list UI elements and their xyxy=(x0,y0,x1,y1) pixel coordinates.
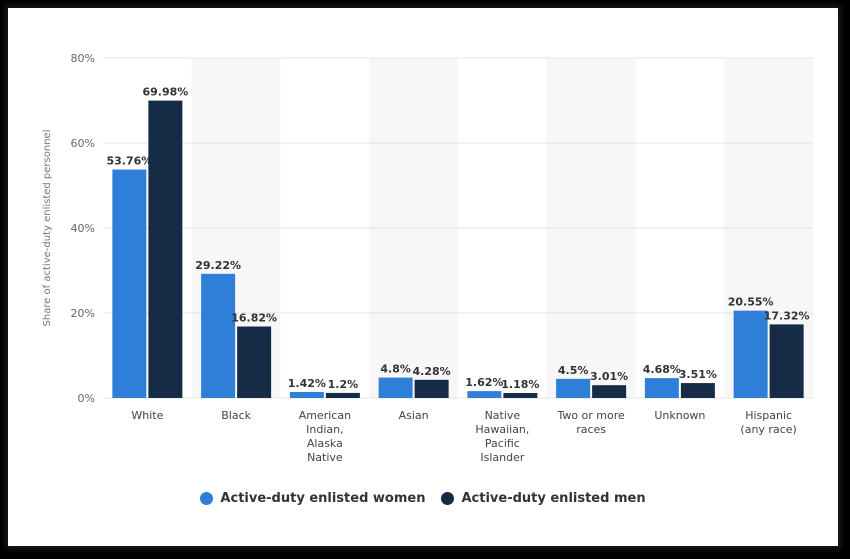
bar xyxy=(592,385,627,398)
data-label: 53.76% xyxy=(106,155,152,168)
legend-swatch-men xyxy=(441,492,455,505)
bar xyxy=(769,324,804,398)
bar xyxy=(148,100,183,399)
chart-frame: 0% 20% 40% 60% 80% Share of active-duty enlis… xyxy=(8,8,838,546)
y-tick-label: 80% xyxy=(71,52,95,65)
y-tick-label: 60% xyxy=(71,137,95,150)
bar xyxy=(325,392,360,398)
legend-item-women[interactable]: Active-duty enlisted women xyxy=(200,491,425,506)
x-tick-label: American Indian, Alaska Native xyxy=(299,409,351,464)
bar xyxy=(680,383,715,398)
bar xyxy=(556,378,591,398)
data-label: 4.28% xyxy=(413,365,451,378)
data-label: 20.55% xyxy=(728,296,774,309)
bar xyxy=(378,377,413,398)
data-label: 4.68% xyxy=(643,363,681,376)
bar xyxy=(503,392,538,398)
y-axis-title: Share of active-duty enlisted personnel xyxy=(42,130,53,327)
legend-item-men[interactable]: Active-duty enlisted men xyxy=(441,491,646,506)
bar xyxy=(237,326,272,398)
data-label: 17.32% xyxy=(764,309,810,322)
data-label: 1.2% xyxy=(328,378,359,391)
bar xyxy=(112,169,147,398)
x-tick-label: Two or more races xyxy=(556,409,625,436)
data-label: 3.01% xyxy=(590,370,628,383)
y-tick-label: 20% xyxy=(71,307,95,320)
bar xyxy=(733,310,768,398)
legend: Active-duty enlisted women Active-duty e… xyxy=(8,491,838,506)
data-label: 1.18% xyxy=(501,378,539,391)
x-tick-label: Black xyxy=(221,409,251,422)
x-tick-label: Native Hawaiian, Pacific Islander xyxy=(475,409,529,464)
y-tick-label: 0% xyxy=(78,392,95,405)
legend-label-men: Active-duty enlisted men xyxy=(461,491,646,506)
bar xyxy=(467,391,502,398)
bar-chart: 0% 20% 40% 60% 80% Share of active-duty enlis… xyxy=(42,52,813,464)
bar xyxy=(289,391,324,398)
bar xyxy=(644,378,679,398)
data-label: 4.5% xyxy=(558,364,589,377)
data-label: 1.42% xyxy=(288,377,326,390)
x-tick-label: White xyxy=(131,409,163,422)
y-tick-label: 40% xyxy=(71,222,95,235)
x-tick-label: Unknown xyxy=(654,409,705,422)
legend-label-women: Active-duty enlisted women xyxy=(220,491,426,506)
x-tick-label: Hispanic (any race) xyxy=(740,409,796,436)
bar xyxy=(414,379,449,398)
x-tick-label: Asian xyxy=(399,409,429,422)
data-label: 69.98% xyxy=(142,86,188,99)
data-label: 1.62% xyxy=(465,376,503,389)
data-label: 3.51% xyxy=(679,368,717,381)
data-label: 29.22% xyxy=(195,259,241,272)
data-label: 16.82% xyxy=(231,312,277,325)
data-label: 4.8% xyxy=(380,363,411,376)
legend-swatch-women xyxy=(200,492,214,505)
bar xyxy=(201,273,236,398)
